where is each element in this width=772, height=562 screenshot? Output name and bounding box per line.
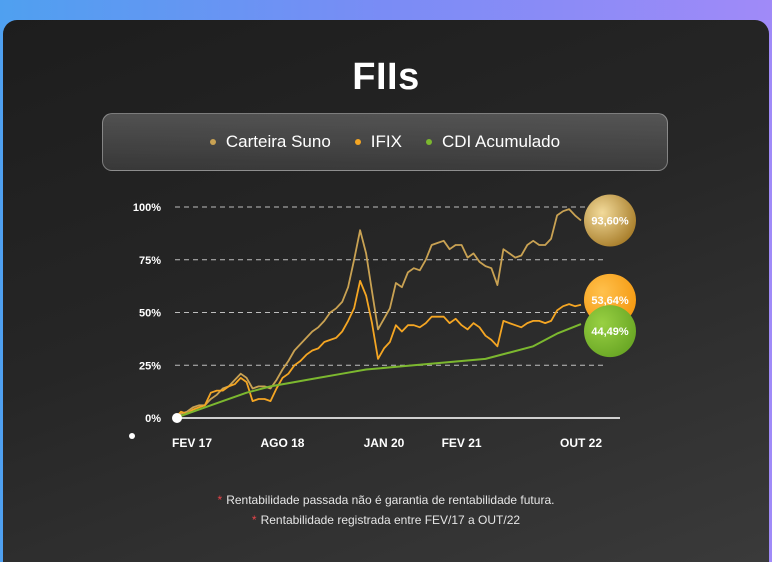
legend-dot-icon: [354, 139, 361, 145]
legend-item-cdi: CDI Acumulado: [425, 132, 561, 152]
legend-label: IFIX: [370, 132, 402, 151]
origin-dot: [172, 413, 182, 423]
legend-label: CDI Acumulado: [441, 132, 561, 151]
series-line-carteira-suno: [174, 208, 582, 419]
y-tick-label: 50%: [139, 308, 161, 320]
footnotes: * Rentabilidade passada não é garantia de…: [3, 490, 769, 530]
end-value-label: 53,64%: [591, 295, 629, 307]
legend-item-carteira-suno: Carteira Suno: [209, 132, 331, 152]
end-value-label: 44,49%: [591, 326, 629, 338]
x-tick-label: FEV 21: [442, 436, 482, 450]
y-tick-label: 100%: [133, 202, 161, 214]
legend-item-ifix: IFIX: [354, 132, 402, 152]
footnote: * Rentabilidade passada não é garantia de…: [217, 493, 555, 507]
line-chart: 100% 75% 50% 25% 0% FEV 17 AGO 18 JAN 20 FEV 21 O…: [129, 194, 636, 450]
footnote: * Rentabilidade registrada entre FEV/17 a…: [251, 513, 521, 527]
end-value-bubble: [584, 305, 636, 358]
x-tick-label: AGO 18: [260, 436, 304, 450]
chart-card: FIIs Carteira Suno IFIX CDI Acumulado 10…: [3, 20, 769, 562]
series-line-ifix: [174, 280, 582, 419]
y-tick-label: 25%: [139, 360, 161, 372]
legend: Carteira Suno IFIX CDI Acumulado: [102, 113, 668, 171]
x-tick-label: JAN 20: [364, 436, 405, 450]
axis-dot: [129, 433, 135, 439]
x-tick-label: FEV 17: [172, 436, 212, 450]
legend-label: Carteira Suno: [225, 132, 331, 151]
x-tick-label: OUT 22: [560, 436, 602, 450]
legend-dot-icon: [209, 139, 216, 145]
page-title: FIIs: [352, 56, 420, 98]
legend-dot-icon: [425, 139, 432, 145]
y-tick-label: 75%: [139, 255, 161, 267]
end-value-label: 93,60%: [591, 216, 629, 228]
series-line-cdi-acumulado: [174, 323, 582, 419]
end-value-bubble: [584, 194, 636, 247]
y-tick-label: 0%: [145, 413, 161, 425]
